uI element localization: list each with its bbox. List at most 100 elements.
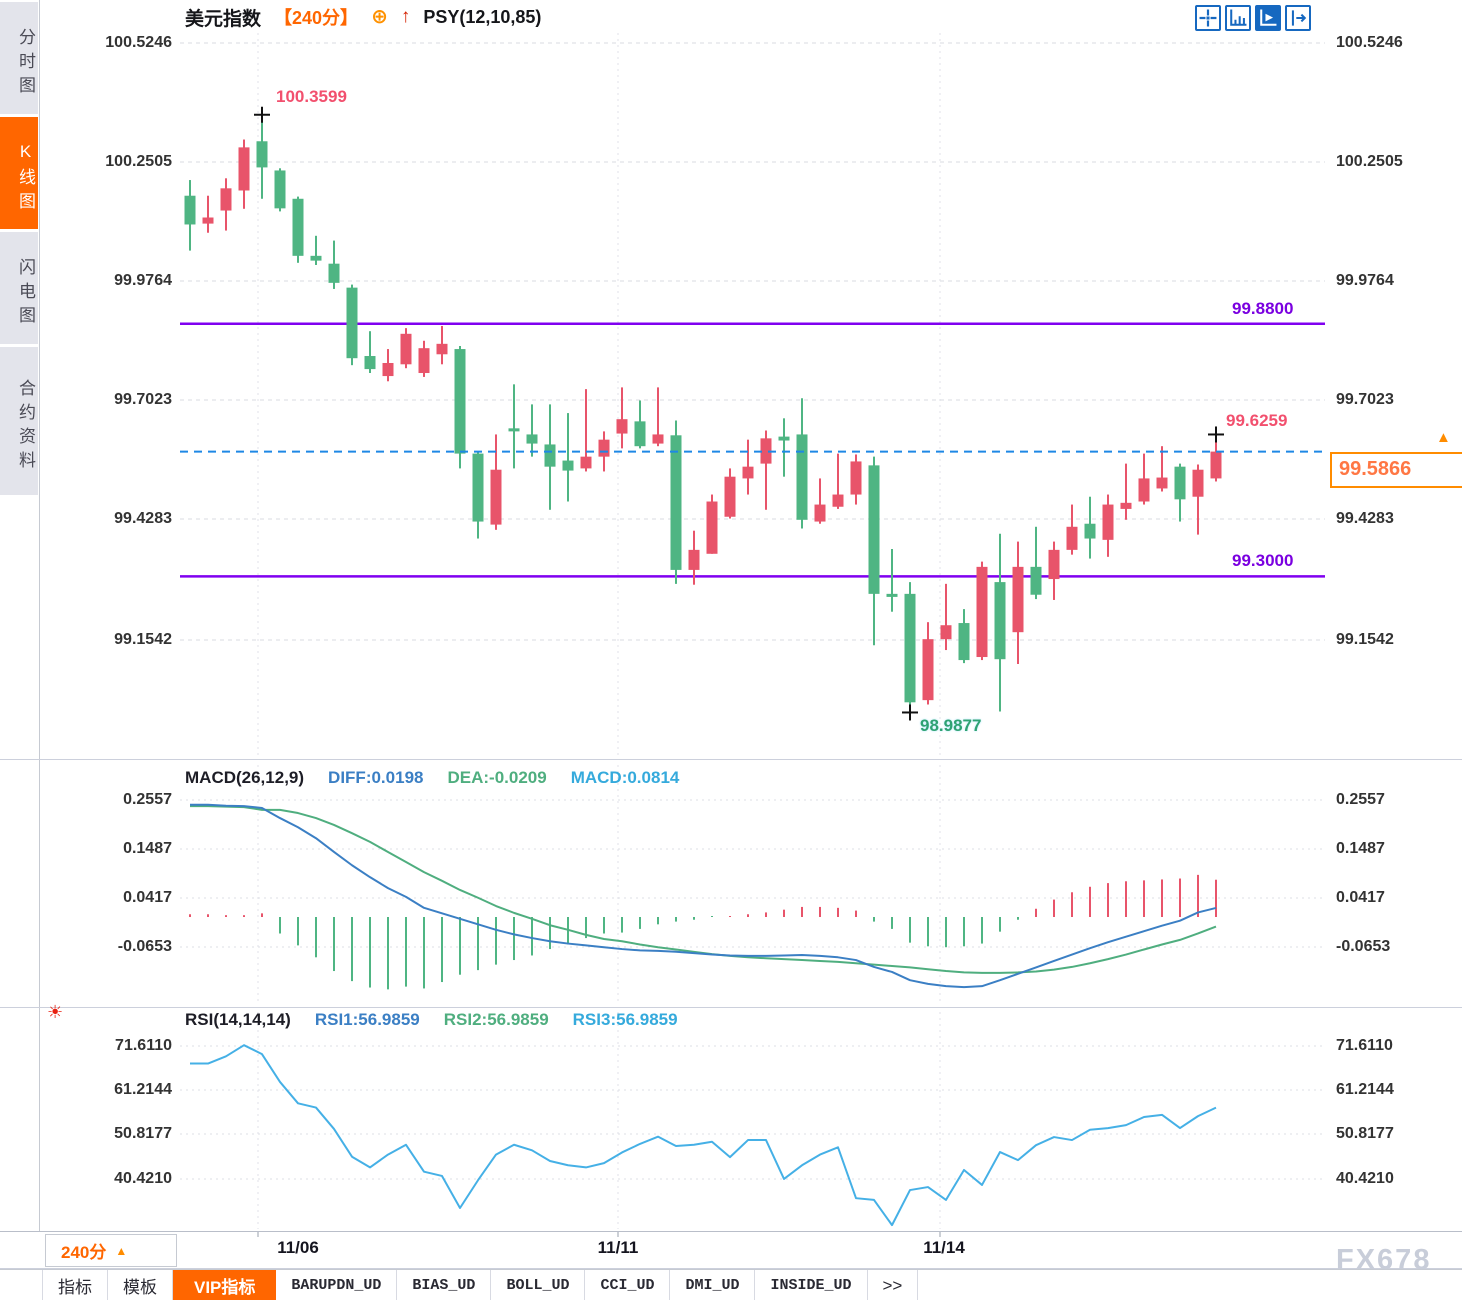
- candle-body: [472, 453, 484, 522]
- sidebar-tab-2[interactable]: K线图: [0, 117, 38, 229]
- watermark: FX678: [1336, 1244, 1432, 1276]
- rsi1-value: RSI1:56.9859: [314, 1010, 420, 1029]
- candle-body: [220, 188, 232, 211]
- macd-header: MACD(26,12,9) DIFF:0.0198 DEA:-0.0209 MA…: [185, 768, 679, 788]
- axis-tick-label: 100.2505: [105, 153, 172, 170]
- axis-tick-label: 99.7023: [114, 391, 172, 408]
- bottom-tab-DMI_UD[interactable]: DMI_UD: [670, 1270, 756, 1300]
- candle-body: [1012, 566, 1024, 633]
- axis-tick-label: 99.9764: [114, 272, 172, 289]
- macd-title: MACD(26,12,9): [185, 768, 305, 787]
- candle-body: [562, 460, 574, 471]
- candle-body: [652, 434, 664, 444]
- macd-dea-line: [190, 805, 1217, 974]
- candle-body: [382, 362, 394, 377]
- axis-tick-label: 50.8177: [1336, 1125, 1394, 1142]
- recent-high-annotation: 99.6259: [1226, 411, 1288, 430]
- candle-body: [922, 639, 934, 701]
- axis-tick-label: 99.7023: [1336, 391, 1394, 408]
- bottom-tab-BARUPDN_UD[interactable]: BARUPDN_UD: [276, 1270, 398, 1300]
- candle-body: [184, 195, 196, 225]
- bottom-tab-[interactable]: 模板: [108, 1270, 173, 1300]
- axis-tick-label: 0.2557: [1336, 791, 1385, 808]
- axis-scale-tool-icon[interactable]: [1225, 5, 1251, 31]
- axis-tick-label: 0.0417: [1336, 889, 1385, 906]
- axis-tick-label: 99.9764: [1336, 272, 1394, 289]
- candle-body: [202, 217, 214, 224]
- candle-body: [418, 348, 430, 374]
- bottom-tab-BOLL_UD[interactable]: BOLL_UD: [491, 1270, 586, 1300]
- candle-body: [904, 593, 916, 703]
- bottom-tab-INSIDE_UD[interactable]: INSIDE_UD: [755, 1270, 868, 1300]
- timeframe-label: 【240分】: [274, 8, 359, 28]
- axis-tick-label: 0.1487: [123, 840, 172, 857]
- candle-body: [400, 333, 412, 365]
- candle-body: [670, 435, 682, 570]
- lower-level-label: 99.3000: [1232, 551, 1294, 570]
- axis-tick-label: 0.2557: [123, 791, 172, 808]
- bottom-tab->>[interactable]: >>: [868, 1270, 919, 1300]
- axis-tick-label: -0.0653: [1336, 938, 1391, 955]
- candle-body: [544, 444, 556, 467]
- period-selector[interactable]: 240分 ▲: [45, 1234, 177, 1267]
- sidebar-tab-4[interactable]: 合约资料: [0, 347, 38, 495]
- x-axis-line: [0, 1231, 1462, 1232]
- macd-diff-value: DIFF:0.0198: [328, 768, 424, 787]
- sidebar-tab-1[interactable]: 分时图: [0, 2, 38, 114]
- chart-toolbar: [1195, 5, 1311, 31]
- candle-body: [1030, 566, 1042, 595]
- candle-body: [1048, 549, 1060, 580]
- axis-tick-label: 61.2144: [114, 1081, 172, 1098]
- macd-dea-value: DEA:-0.0209: [447, 768, 547, 787]
- candle-body: [760, 438, 772, 464]
- jump-latest-tool-icon[interactable]: [1285, 5, 1311, 31]
- panel-divider: [0, 1007, 1462, 1008]
- rsi3-value: RSI3:56.9859: [572, 1010, 678, 1029]
- bottom-tab-CCI_UD[interactable]: CCI_UD: [585, 1270, 671, 1300]
- bottom-tab-BIAS_UD[interactable]: BIAS_UD: [397, 1270, 492, 1300]
- candle-body: [274, 170, 286, 209]
- macd-diff-line: [190, 803, 1217, 989]
- auto-view-tool-icon[interactable]: [1255, 5, 1281, 31]
- axis-tick-label: -0.0653: [117, 938, 172, 955]
- axis-tick-label: 100.2505: [1336, 153, 1403, 170]
- axis-tick-label: 99.4283: [114, 510, 172, 527]
- axis-tick-label: 50.8177: [114, 1125, 172, 1142]
- candle-body: [598, 439, 610, 457]
- crosshair-tool-icon[interactable]: [1195, 5, 1221, 31]
- axis-tick-label: 0.0417: [123, 889, 172, 906]
- axis-tick-label: 61.2144: [1336, 1081, 1394, 1098]
- upper-level-label: 99.8800: [1232, 299, 1294, 318]
- candle-body: [526, 434, 538, 444]
- candle-body: [724, 476, 736, 517]
- indicator-label: PSY(12,10,85): [423, 6, 542, 27]
- candle-body: [454, 349, 466, 454]
- zoom-add-icon[interactable]: ⊕: [371, 6, 388, 28]
- sidebar-divider: [39, 0, 40, 1232]
- candle-body: [706, 501, 718, 554]
- candle-body: [436, 343, 448, 355]
- candle-body: [238, 147, 250, 191]
- bottom-tab-VIP[interactable]: VIP指标: [173, 1270, 277, 1300]
- bottom-tab-[interactable]: 指标: [42, 1270, 108, 1300]
- candle-body: [1120, 502, 1132, 509]
- period-selector-arrow-icon: ▲: [115, 1243, 128, 1258]
- candle-body: [1084, 523, 1096, 539]
- rsi-header: RSI(14,14,14) RSI1:56.9859 RSI2:56.9859 …: [185, 1010, 678, 1030]
- candle-body: [1210, 451, 1222, 479]
- high-price-annotation: 100.3599: [276, 87, 347, 106]
- candle-body: [688, 549, 700, 570]
- date-tick-label: 11/11: [597, 1238, 639, 1257]
- candle-body: [742, 466, 754, 479]
- candle-body: [886, 593, 898, 597]
- candle-body: [1066, 526, 1078, 550]
- sidebar-tab-3[interactable]: 闪电图: [0, 232, 38, 344]
- period-selector-label: 240分: [61, 1243, 107, 1262]
- candle-body: [850, 461, 862, 495]
- axis-tick-label: 71.6110: [115, 1037, 172, 1054]
- candle-body: [328, 263, 340, 283]
- axis-tick-label: 99.1542: [1336, 631, 1394, 648]
- rsi-line: [190, 1044, 1217, 1227]
- rsi2-value: RSI2:56.9859: [443, 1010, 549, 1029]
